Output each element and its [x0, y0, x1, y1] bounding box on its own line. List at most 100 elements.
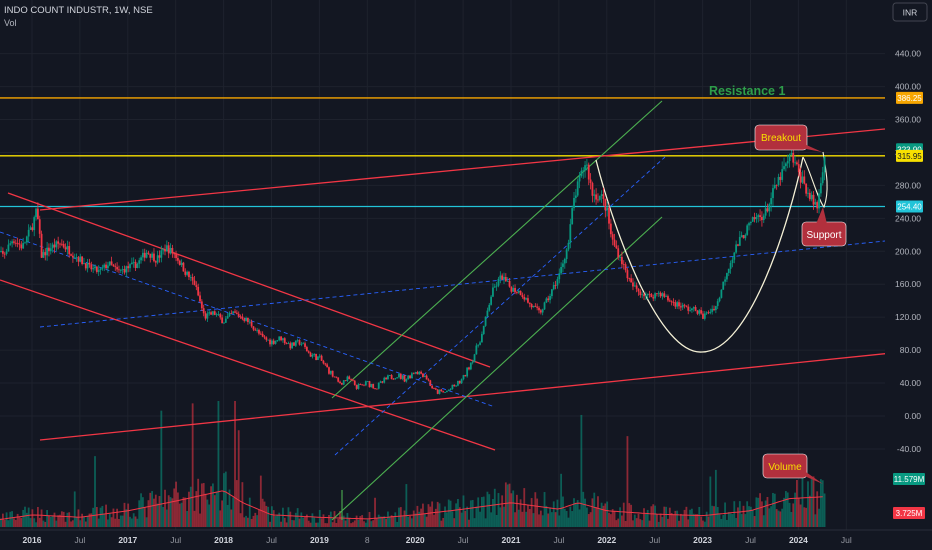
- volume-bar: [51, 515, 54, 527]
- candle-body: [51, 244, 54, 249]
- volume-bar: [311, 513, 314, 527]
- candle-body: [751, 217, 754, 222]
- price-tick-label: 0.00: [904, 411, 921, 421]
- volume-bar: [245, 515, 247, 527]
- candle-body: [696, 310, 699, 314]
- volume-bar: [641, 520, 644, 527]
- volume-bar: [119, 515, 122, 527]
- volume-bar: [398, 507, 400, 527]
- time-tick-label: Jul: [74, 535, 85, 545]
- candle-body: [538, 307, 540, 311]
- volume-bar: [267, 506, 270, 527]
- candle-body: [164, 249, 166, 252]
- volume-bar: [733, 501, 736, 527]
- candle-body: [761, 217, 763, 221]
- candle-body: [694, 307, 697, 311]
- candle-body: [254, 329, 257, 331]
- volume-bar: [453, 518, 456, 527]
- volume-bar: [646, 509, 649, 527]
- time-tick-label: Jul: [458, 535, 469, 545]
- volume-bar: [79, 520, 82, 527]
- candle-body: [584, 165, 586, 171]
- volume-bar: [797, 497, 800, 527]
- candle-body: [654, 293, 656, 299]
- volume-bar: [784, 491, 787, 527]
- candle-body: [184, 271, 187, 275]
- candle-body: [287, 343, 290, 345]
- volume-bar: [182, 497, 185, 527]
- candle-body: [99, 268, 102, 271]
- candle-body: [22, 243, 25, 249]
- volume-bar: [611, 509, 614, 527]
- candle-body: [414, 372, 417, 374]
- candle-body: [143, 252, 146, 258]
- candle-body: [309, 352, 312, 357]
- candle-body: [136, 263, 139, 269]
- volume-bar: [449, 500, 452, 527]
- candle-body: [307, 351, 310, 353]
- volume-label: Volume: [768, 462, 802, 473]
- volume-bar: [387, 511, 389, 527]
- candle-body: [633, 285, 636, 287]
- price-tick-label: -40.00: [897, 444, 921, 454]
- candle-body: [457, 380, 459, 386]
- candle-body: [36, 208, 39, 220]
- candle-body: [130, 262, 133, 265]
- candle-body: [604, 199, 607, 211]
- candle-body: [92, 268, 95, 270]
- volume-bar: [746, 501, 749, 527]
- volume-bar: [801, 474, 804, 527]
- volume-bar: [33, 518, 36, 527]
- volume-bar: [506, 484, 509, 527]
- volume-bar: [711, 505, 714, 527]
- volume-bar: [331, 522, 334, 527]
- candle-body: [644, 295, 647, 297]
- volume-bar: [258, 509, 260, 527]
- candle-body: [221, 317, 224, 324]
- volume-bar: [99, 507, 102, 527]
- candle-body: [403, 375, 406, 382]
- candle-body: [293, 342, 295, 346]
- currency-button[interactable]: INR: [892, 2, 928, 22]
- volume-bar: [519, 499, 522, 527]
- candle-body: [302, 343, 305, 345]
- volume-bar: [429, 506, 432, 527]
- candle-body: [289, 343, 292, 349]
- candle-body: [219, 314, 222, 318]
- volume-bar: [248, 497, 251, 527]
- candle-body: [243, 319, 246, 321]
- candle-body: [689, 310, 691, 311]
- candle-body: [13, 241, 15, 243]
- volume-bar: [127, 503, 130, 527]
- candle-body: [73, 257, 76, 259]
- candle-body: [626, 270, 629, 279]
- volume-bar: [304, 516, 306, 527]
- volume-bar: [766, 496, 769, 527]
- candle-body: [775, 185, 778, 186]
- candle-body: [119, 269, 122, 271]
- volume-bar: [105, 504, 107, 527]
- volume-bar: [598, 508, 601, 527]
- candle-body: [628, 278, 631, 279]
- volume-bar: [202, 483, 205, 527]
- volume-bar: [460, 512, 463, 527]
- currency-button-frame[interactable]: [892, 2, 928, 22]
- candle-body: [814, 202, 817, 205]
- volume-bar: [326, 523, 329, 527]
- volume-bar: [436, 501, 439, 527]
- volume-bar: [562, 496, 564, 527]
- volume-bar: [269, 521, 271, 527]
- descending-channel-upper: [7, 192, 491, 368]
- candle-body: [31, 227, 34, 231]
- price-axis[interactable]: [885, 0, 932, 530]
- candle-body: [451, 384, 454, 389]
- time-tick-label: Jul: [841, 535, 852, 545]
- time-axis[interactable]: 2016 Jul 2017 Jul 2018 Jul 2019 8 2020 Jul 2021 Jul…: [23, 535, 852, 545]
- candle-body: [737, 244, 739, 246]
- volume-bar: [552, 501, 555, 527]
- candle-body: [396, 377, 399, 379]
- candle-body: [735, 244, 738, 253]
- volume-bar: [755, 497, 758, 527]
- volume-bar: [101, 505, 104, 527]
